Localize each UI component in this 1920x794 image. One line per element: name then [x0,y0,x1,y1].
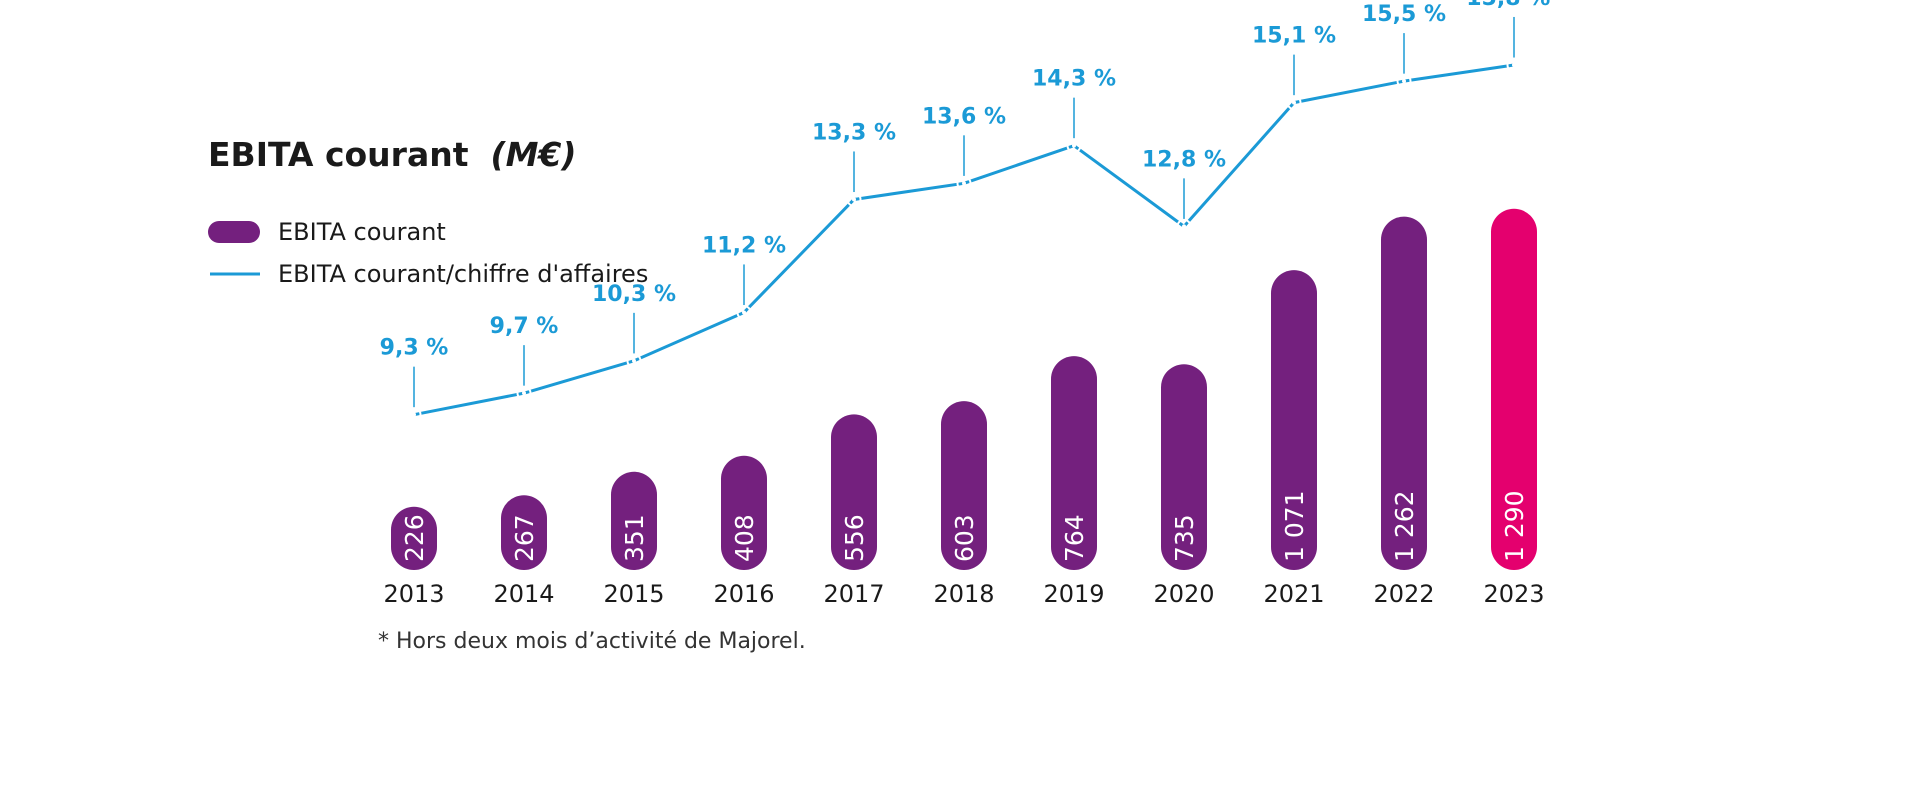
svg-text:EBITA courant (M€): EBITA courant (M€) [208,135,576,174]
value-label-2019: 764 [1060,514,1089,562]
ratio-point-2013 [406,407,422,423]
bar-2023 [1491,208,1537,571]
x-tick-2022: 2022 [1373,580,1434,608]
percent-label-2021: 15,1 % [1252,24,1336,49]
ratio-point-2017 [846,191,862,207]
x-tick-2021: 2021 [1263,580,1324,608]
percent-label-2023: 15,8 %* [1466,0,1562,11]
chart-title-unit: (M€) [491,135,577,174]
value-label-2016: 408 [730,514,759,562]
bar-2014 [501,495,547,570]
percent-label-2020: 12,8 % [1142,147,1226,172]
x-tick-2020: 2020 [1153,580,1214,608]
plot-area: 9,3 % 9,7 % 10,3 % 11,2 % 13,3 % 13,6 % 14,3 %… [380,0,1563,608]
bar-2020 [1161,364,1207,570]
bar-2017 [831,414,877,570]
legend: EBITA courant EBITA courant/chiffre d'af… [208,218,648,288]
ratio-point-dot-2022 [1402,79,1406,84]
bar-2015 [611,471,657,570]
x-tick-2016: 2016 [713,580,774,608]
legend-bar-swatch [208,221,260,243]
ratio-point-dot-2021 [1292,100,1296,105]
ratio-point-2021 [1286,95,1302,111]
x-tick-2013: 2013 [383,580,444,608]
ratio-point-2015 [626,353,642,369]
value-label-2022: 1 262 [1390,490,1419,562]
ratio-point-dot-2015 [632,358,636,363]
ratio-point-2023 [1506,57,1522,73]
bar-2018 [941,401,987,570]
ratio-point-2022 [1396,73,1412,89]
ratio-point-2018 [956,175,972,191]
ratio-point-dot-2016 [742,310,746,315]
x-tick-2023: 2023 [1483,580,1544,608]
ratio-point-dot-2023 [1512,62,1516,67]
value-label-2018: 603 [950,514,979,562]
bar-2019 [1051,356,1097,570]
ratio-point-dot-2017 [852,197,856,202]
legend-bar-label: EBITA courant [278,218,446,246]
value-label-2021: 1 071 [1280,490,1309,562]
bar-2021 [1271,270,1317,570]
ratio-point-dot-2020 [1182,224,1186,229]
ratio-point-2016 [736,304,752,320]
bar-2016 [721,455,767,570]
footnote: * Hors deux mois d’activité de Majorel. [378,629,806,654]
ratio-point-2019 [1066,138,1082,154]
percent-label-2016: 11,2 % [702,233,786,258]
value-label-2013: 226 [400,514,429,562]
value-label-2020: 735 [1170,514,1199,562]
percent-label-2018: 13,6 % [922,104,1006,129]
percent-label-2015: 10,3 % [592,282,676,307]
ratio-point-dot-2018 [962,181,966,186]
value-label-2015: 351 [620,514,649,562]
x-tick-2018: 2018 [933,580,994,608]
x-tick-2015: 2015 [603,580,664,608]
value-label-2017: 556 [840,514,869,562]
ratio-point-dot-2013 [412,412,416,417]
percent-label-2014: 9,7 % [490,314,559,339]
ratio-point-dot-2014 [522,391,526,396]
x-tick-2014: 2014 [493,580,554,608]
bar-2013 [391,506,437,570]
chart-title-text: EBITA courant [208,135,469,174]
value-label-2023: 1 290 [1500,490,1529,562]
value-label-2014: 267 [510,514,539,562]
percent-label-2019: 14,3 % [1032,67,1116,92]
percent-label-2013: 9,3 % [380,336,449,361]
x-tick-2017: 2017 [823,580,884,608]
bar-2022 [1381,216,1427,570]
ratio-point-2020 [1176,218,1192,234]
x-tick-2019: 2019 [1043,580,1104,608]
ratio-point-dot-2019 [1072,143,1076,148]
ratio-point-2014 [516,385,532,401]
percent-label-2017: 13,3 % [812,120,896,145]
legend-line-label: EBITA courant/chiffre d'affaires [278,260,648,288]
percent-label-2022: 15,5 % [1362,2,1446,27]
chart-title: EBITA courant (M€) [208,135,576,174]
